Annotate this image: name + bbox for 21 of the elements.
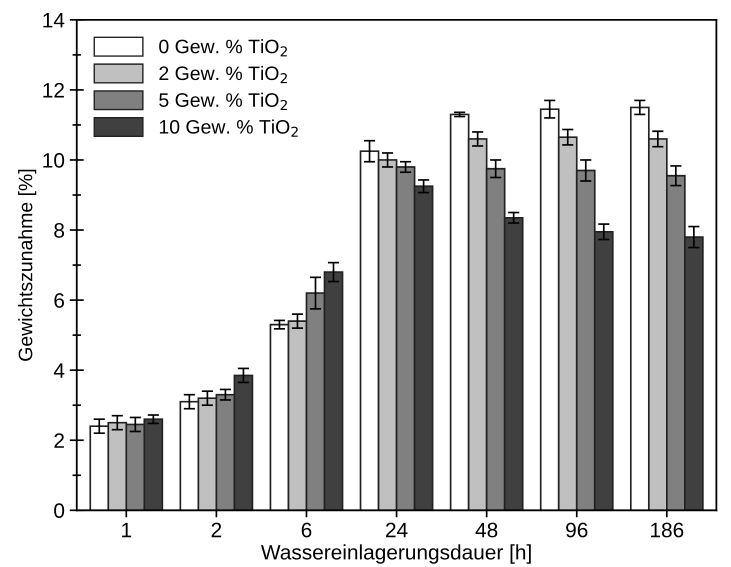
- x-tick-label: 96: [566, 522, 588, 538]
- legend-label: 2 Gew. % TiO$_{2}$: [159, 66, 287, 84]
- y-tick-label: 12: [43, 82, 64, 98]
- x-tick-label: 24: [386, 522, 408, 538]
- y-tick-label: 8: [54, 223, 64, 238]
- x-tick-label: 1: [122, 522, 132, 538]
- y-tick-label: 0: [54, 503, 64, 518]
- y-tick-label: 10: [43, 152, 64, 168]
- x-tick-label: 186: [651, 522, 684, 538]
- legend-label: 10 Gew. % TiO$_{2}$: [160, 119, 298, 137]
- legend-label: 5 Gew. % TiO$_{2}$: [159, 92, 287, 110]
- x-axis-title: Wassereinlagerungsdauer [h]: [260, 544, 531, 564]
- y-tick-label: 14: [43, 13, 64, 28]
- y-tick-label: 6: [54, 293, 64, 308]
- x-tick-label: 48: [476, 522, 498, 538]
- y-tick-label: 2: [54, 433, 64, 448]
- y-tick-label: 4: [54, 363, 64, 378]
- x-tick-label: 6: [302, 522, 312, 538]
- x-tick-label: 2: [212, 522, 222, 538]
- y-axis-title: Gewichtszunahme [%]: [18, 170, 36, 361]
- legend-label: 0 Gew. % TiO$_{2}$: [159, 39, 287, 56]
